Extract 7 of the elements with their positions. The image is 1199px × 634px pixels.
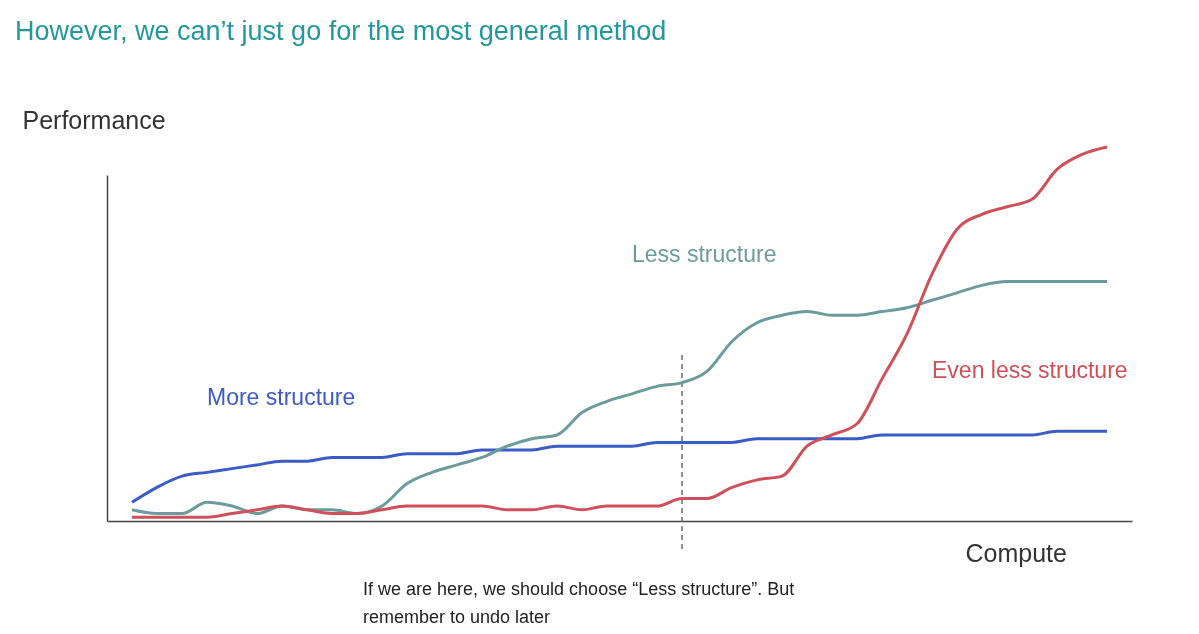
y-axis-title: Performance: [22, 105, 166, 134]
series-label: Even less structure: [932, 357, 1128, 384]
x-axis-title: Compute: [965, 538, 1067, 567]
chart-title: However, we can’t just go for the most general method: [15, 16, 667, 46]
text: More structure: [207, 383, 356, 410]
text: Less structure: [632, 241, 777, 268]
text: If we are here, we should choose “Less structure”. But remember to undo later: [363, 579, 795, 627]
